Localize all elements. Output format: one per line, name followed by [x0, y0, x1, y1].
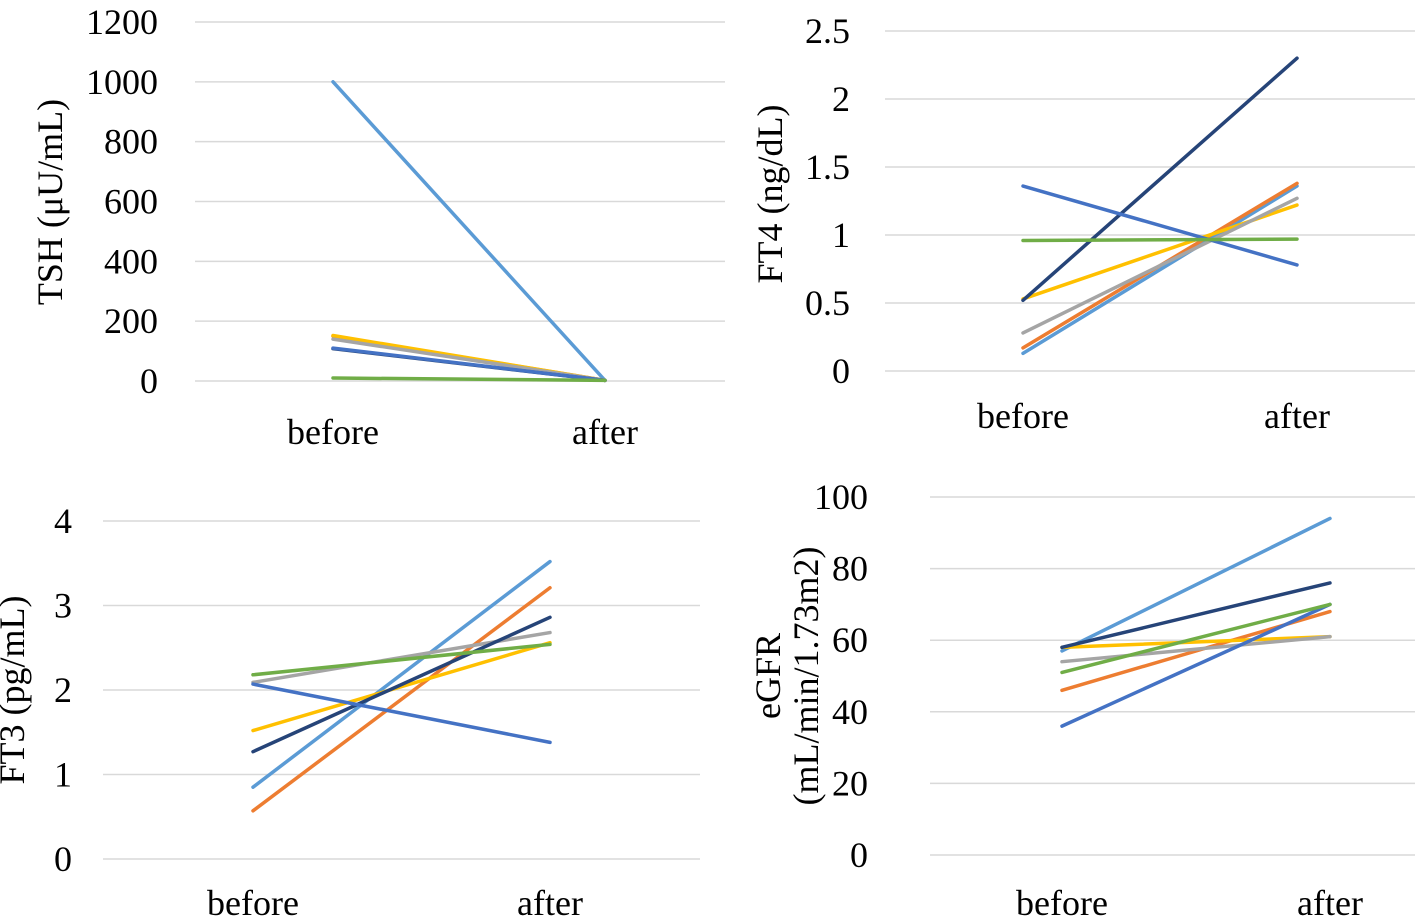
chart-panel-egfr: 0 20 40 60 80 100 before after eGFR(mL/min/1.73m… [748, 477, 1415, 923]
tsh-series-line-s7 [331, 376, 607, 383]
egfr-series-line-s7 [1060, 602, 1332, 675]
ft3-y-axis-label: FT3 (pg/mL) [0, 596, 32, 785]
ft3-y-tick-label: 1 [54, 755, 72, 795]
egfr-y-tick-label: 100 [814, 477, 868, 517]
tsh-series-line-s6 [331, 346, 607, 383]
ft3-series-line-s7 [251, 642, 552, 677]
egfr-y-axis-label: eGFR [748, 633, 788, 719]
tsh-x-tick-label-before: before [287, 412, 379, 452]
ft3-y-tick-label: 2 [54, 670, 72, 710]
ft3-x-tick-label-before: before [207, 883, 299, 923]
egfr-series-line-s1 [1060, 516, 1332, 653]
ft3-x-tick-label-after: after [517, 883, 583, 923]
tsh-y-tick-label: 0 [140, 361, 158, 401]
chart-panel-ft4: 0 0.5 1 1.5 2 2.5 before after FT4 (ng/dL) [750, 11, 1415, 436]
ft3-series-line-s6 [251, 682, 552, 745]
ft4-x-tick-label-before: before [977, 396, 1069, 436]
egfr-y-tick-label: 80 [832, 549, 868, 589]
egfr-series-line-s4 [1060, 634, 1332, 664]
tsh-y-tick-label: 1000 [86, 62, 158, 102]
chart-panel-tsh: 0 200 400 600 800 1000 1200 before after TSH (μU/… [30, 2, 725, 452]
egfr-x-tick-label-before: before [1016, 883, 1108, 923]
ft4-series-line-s5 [1021, 56, 1299, 303]
ft3-y-tick-label: 0 [54, 839, 72, 879]
egfr-y-tick-label: 20 [832, 763, 868, 803]
ft4-y-tick-label: 0 [832, 351, 850, 391]
tsh-x-tick-label-after: after [572, 412, 638, 452]
egfr-series-line-s3 [1060, 634, 1332, 650]
ft4-x-tick-label-after: after [1264, 396, 1330, 436]
tsh-y-axis-label: TSH (μU/mL) [30, 99, 70, 305]
tsh-series-line-s1 [331, 80, 607, 383]
ft3-series-line-s1 [251, 559, 552, 789]
ft3-series-line-s5 [251, 615, 552, 754]
ft4-series-line-s7 [1021, 237, 1299, 243]
egfr-y-tick-label: 40 [832, 692, 868, 732]
ft3-y-tick-label: 3 [54, 586, 72, 626]
ft4-series-line-s1 [1021, 184, 1299, 356]
tsh-y-tick-label: 800 [104, 122, 158, 162]
ft3-y-tick-label: 4 [54, 501, 72, 541]
ft4-y-tick-label: 1.5 [805, 147, 850, 187]
ft4-y-axis-label: FT4 (ng/dL) [750, 105, 790, 284]
ft4-series-line-s4 [1021, 196, 1299, 335]
ft4-y-tick-label: 2 [832, 79, 850, 119]
egfr-y-axis-label-units: (mL/min/1.73m2) [786, 547, 826, 806]
tsh-y-tick-label: 1200 [86, 2, 158, 42]
ft3-series-line-s3 [251, 640, 552, 733]
tsh-y-tick-label: 600 [104, 182, 158, 222]
ft4-y-tick-label: 2.5 [805, 11, 850, 51]
egfr-x-tick-label-after: after [1297, 883, 1363, 923]
egfr-y-tick-label: 0 [850, 835, 868, 875]
tsh-y-tick-label: 200 [104, 301, 158, 341]
egfr-series-line-s6 [1060, 602, 1332, 728]
ft4-y-tick-label: 1 [832, 215, 850, 255]
egfr-y-tick-label: 60 [832, 620, 868, 660]
egfr-series-line-s5 [1060, 581, 1332, 650]
chart-panel-ft3: 0 1 2 3 4 before after FT3 (pg/mL) [0, 501, 700, 923]
ft3-series-line-s2 [251, 586, 552, 813]
tsh-y-tick-label: 400 [104, 241, 158, 281]
ft4-series-line-s6 [1021, 184, 1299, 267]
ft4-y-tick-label: 0.5 [805, 283, 850, 323]
